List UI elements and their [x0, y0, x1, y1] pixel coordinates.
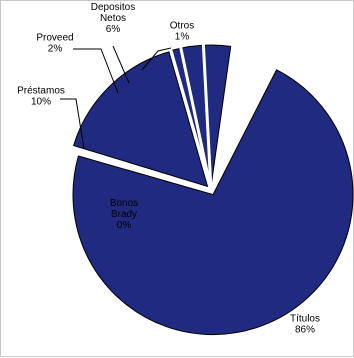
slice-label-prestamos: Préstamos 10%: [17, 86, 65, 108]
leader-line-proveed: [73, 48, 119, 94]
leader-line-otros: [141, 47, 172, 71]
slice-gap: [201, 44, 213, 191]
slice-label-proveed: Proveed 2%: [36, 33, 73, 55]
slice-gap: [169, 49, 213, 191]
slice-gap: [179, 46, 213, 191]
slice-label-depositos-netos: Depositos Netos 6%: [91, 2, 135, 35]
leader-line-depositos-netos: [112, 45, 130, 84]
slice-gap: [209, 59, 279, 191]
slice-gap: [70, 145, 212, 192]
slice-label-bonos-brady: Bonos Brady 0%: [110, 198, 138, 231]
pie-slice-prestamos: [72, 51, 209, 188]
slice-label-titulos: Títulos 86%: [290, 314, 320, 336]
pie-slice-titulos: [72, 69, 354, 336]
leader-line-prestamos: [60, 98, 85, 150]
slice-label-otros: Otros 1%: [170, 21, 194, 43]
